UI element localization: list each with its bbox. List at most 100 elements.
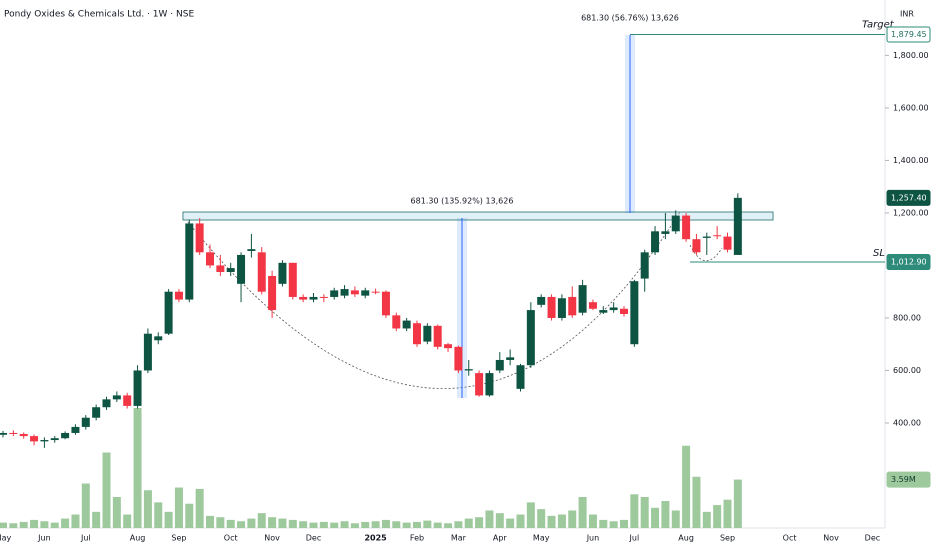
measure-label: 681.30 (56.76%) 13,626 (581, 14, 679, 23)
candle-body (568, 296, 577, 316)
volume-bar (278, 518, 287, 528)
volume-bar (464, 518, 473, 528)
volume-bar (557, 514, 566, 528)
candle-body (516, 365, 525, 389)
x-tick-label: May (533, 534, 550, 543)
candle-body (651, 231, 660, 253)
candle-body (713, 235, 722, 237)
candle-body (226, 268, 235, 273)
volume-bar (682, 445, 691, 528)
candle-body (361, 290, 370, 296)
volume-bar (102, 452, 111, 528)
volume-bar (733, 479, 742, 528)
x-tick-label: 2025 (364, 534, 387, 543)
candle-body (661, 231, 670, 234)
volume-bar (495, 513, 504, 528)
volume-bar (444, 523, 453, 528)
candle-body (330, 290, 339, 297)
volume-bar (671, 510, 680, 528)
candle-body (557, 298, 566, 318)
price-badge-label: 1,879.45 (891, 30, 927, 39)
volume-bar (609, 521, 618, 528)
x-tick-label: May (0, 534, 12, 543)
candle-body (495, 359, 504, 371)
volume-bar (112, 496, 121, 528)
candle-body (216, 265, 225, 273)
candle-body (30, 436, 39, 442)
measure-label: 681.30 (135.92%) 13,626 (411, 197, 514, 206)
volume-bar (309, 522, 318, 528)
volume-bar (371, 521, 380, 528)
candle-body (71, 426, 80, 433)
candle-body (102, 399, 111, 408)
candle-body (423, 325, 432, 342)
y-tick-label: 400.00 (893, 418, 921, 427)
volume-bar (475, 517, 484, 528)
candle-body (40, 440, 49, 442)
candle-body (319, 296, 328, 298)
candle-body (237, 254, 246, 284)
volume-bar (526, 502, 535, 528)
candle-body (444, 344, 453, 349)
volume-bar (154, 502, 163, 528)
candle-body (92, 407, 101, 418)
candle-body (485, 373, 494, 396)
candle-body (692, 239, 701, 253)
x-tick-label: Dec (865, 534, 880, 543)
volume-bar (92, 511, 101, 528)
volume-bar (206, 515, 214, 528)
volume-bar (402, 522, 411, 528)
candle-body (682, 215, 691, 240)
x-tick-label: Aug (678, 534, 694, 543)
candle-body (671, 215, 680, 232)
y-tick-label: 800.00 (893, 313, 921, 322)
candle-body (174, 291, 183, 300)
volume-bar (216, 517, 225, 528)
y-tick-label: 600.00 (893, 366, 921, 375)
volume-bar (164, 511, 173, 528)
candle-body (340, 289, 349, 296)
candle-body (578, 285, 587, 313)
volume-bar (620, 519, 628, 528)
candle-body (413, 323, 421, 345)
candle-body (185, 223, 194, 300)
candle-body (19, 434, 28, 437)
volume-bar (288, 519, 297, 528)
volume-bar (81, 483, 90, 528)
candle-body (195, 223, 204, 253)
volume-bar (268, 517, 277, 528)
volume-bar (516, 514, 525, 528)
candle-body (350, 290, 359, 295)
volume-bar (423, 520, 432, 528)
candle-body (288, 262, 297, 297)
price-badge (886, 471, 931, 488)
candle-body (402, 320, 411, 329)
candle-body (123, 395, 132, 406)
candle-body (537, 296, 546, 305)
volume-bar (330, 522, 339, 528)
candle-body (392, 315, 401, 329)
x-tick-label: Nov (264, 534, 280, 543)
volume-bar (506, 518, 515, 528)
x-tick-label: Jul (629, 534, 640, 543)
volume-bar (361, 521, 370, 528)
candle-body (247, 249, 256, 252)
volume-bar (454, 521, 463, 528)
x-tick-label: Jun (586, 534, 600, 543)
volume-bar (174, 487, 183, 528)
volume-bar (9, 523, 18, 528)
candle-body (733, 197, 742, 255)
price-badge-label: 1,257.40 (891, 193, 927, 202)
cup-curve (187, 211, 681, 389)
candle-body (723, 236, 732, 250)
price-badge (886, 254, 931, 271)
volume-bar (413, 521, 421, 528)
volume-bar (340, 521, 349, 528)
sl-label: SL (873, 248, 885, 259)
x-tick-label: Oct (224, 534, 238, 543)
volume-bar (723, 499, 732, 528)
candle-body (278, 262, 287, 284)
x-tick-label: Apr (493, 534, 508, 543)
